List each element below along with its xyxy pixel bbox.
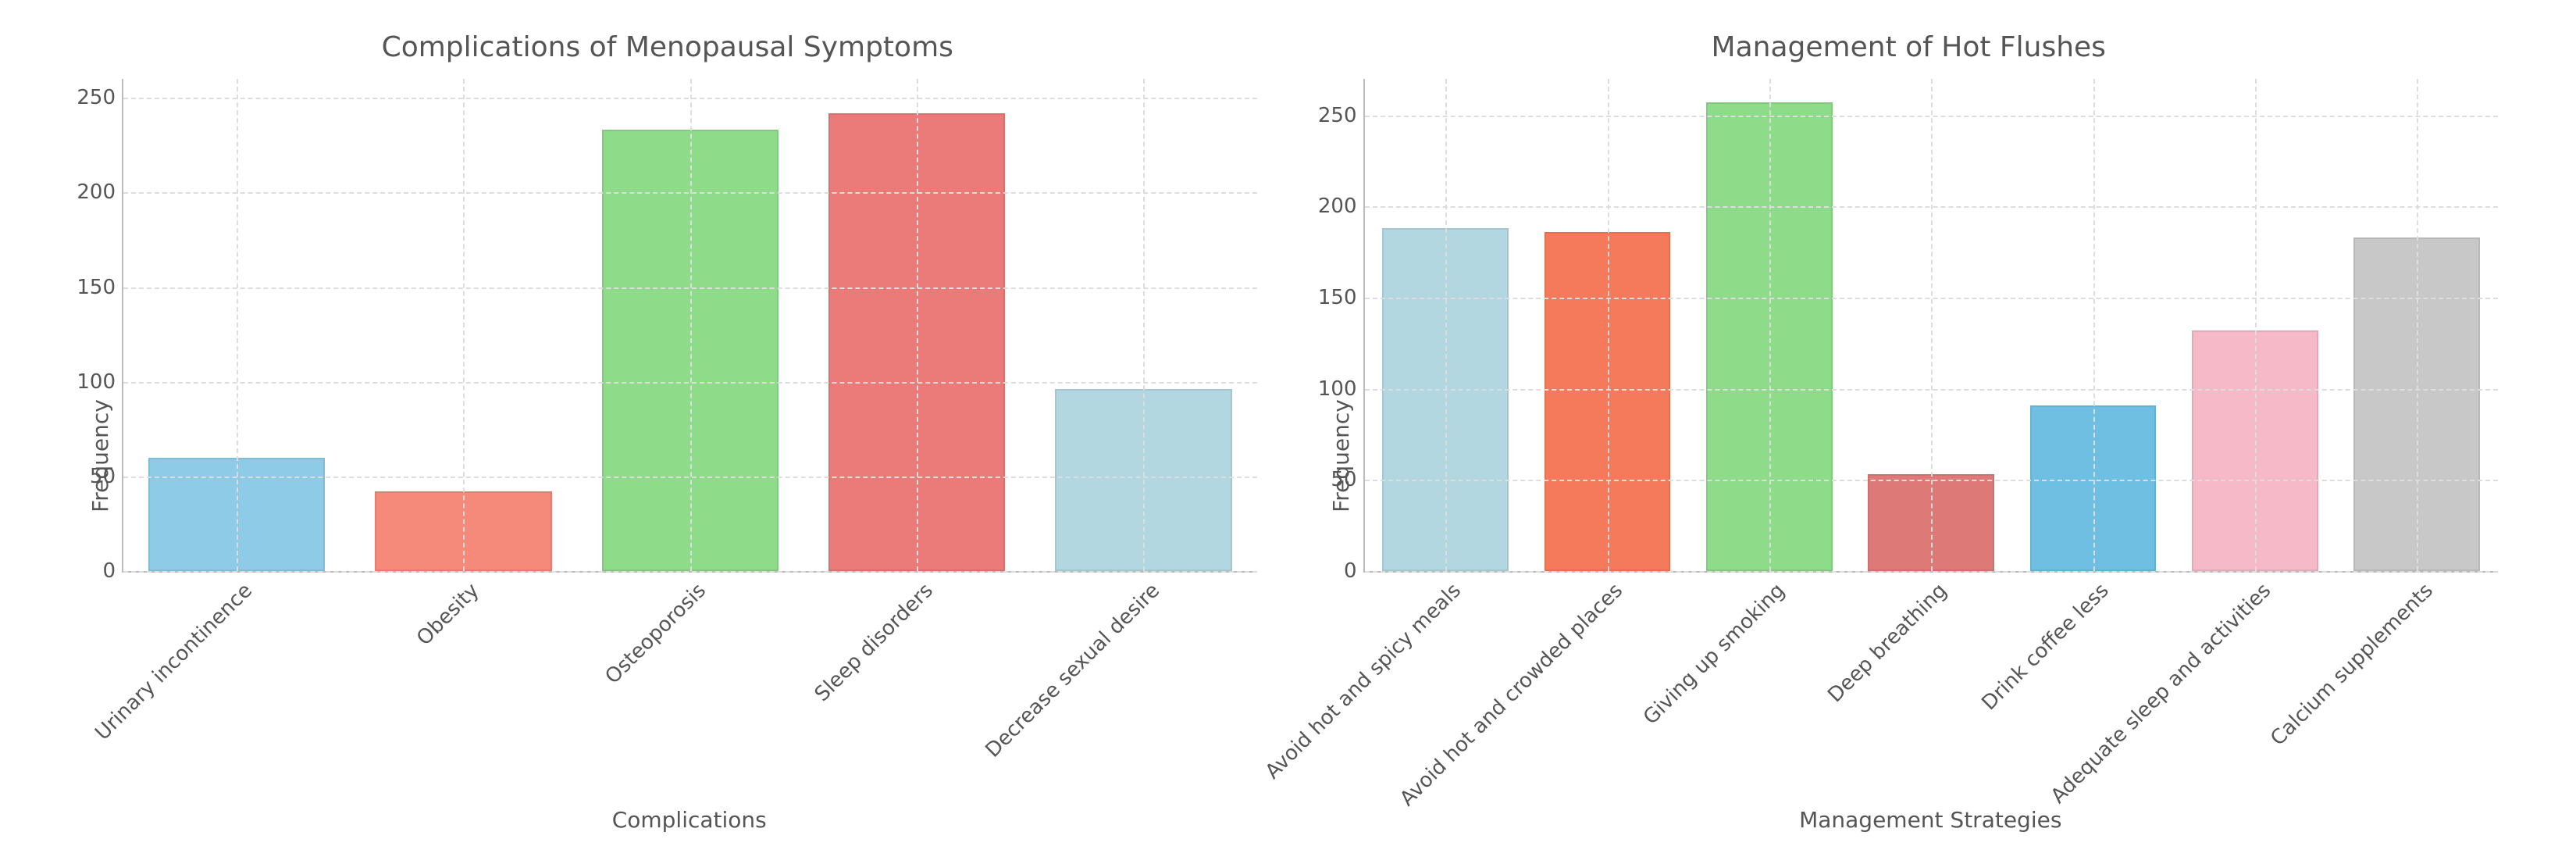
xtick-label: Sleep disorders — [811, 579, 938, 706]
left-xlabel: Complications — [122, 807, 1257, 833]
gridline-vertical — [1769, 79, 1771, 571]
xtick-label: Obesity — [412, 579, 483, 650]
ytick-label: 0 — [1344, 559, 1365, 583]
xtick-slot: Decrease sexual desire — [1030, 573, 1257, 807]
ytick-label: 100 — [77, 370, 123, 394]
xtick-slot: Sleep disorders — [803, 573, 1030, 807]
xtick-slot: Osteoporosis — [575, 573, 803, 807]
gridline-vertical — [690, 79, 692, 571]
ytick-label: 250 — [77, 86, 123, 109]
right-xtick-row: Avoid hot and spicy mealsAvoid hot and c… — [1363, 573, 2499, 807]
right-subplot: Management of Hot Flushes Frequency 0501… — [1288, 31, 2530, 833]
ytick-label: 100 — [1318, 377, 1365, 401]
gridline-vertical — [463, 79, 465, 571]
right-xlabel: Management Strategies — [1363, 807, 2499, 833]
ytick-label: 200 — [77, 180, 123, 204]
ytick-label: 200 — [1318, 195, 1365, 218]
left-xtick-area: Urinary incontinence Obesity Osteoporosis S… — [122, 573, 1257, 807]
xtick-slot: Urinary incontinence — [122, 573, 349, 807]
figure: Complications of Menopausal Symptoms Fre… — [0, 0, 2576, 864]
left-ylabel: Frequency — [87, 399, 113, 512]
left-xtick-row: Urinary incontinence Obesity Osteoporosis S… — [122, 573, 1257, 807]
right-ylabel: Frequency — [1328, 399, 1354, 512]
xtick-slot: Calcium supplements — [2336, 573, 2498, 807]
gridline-vertical — [2255, 79, 2257, 571]
ytick-label: 250 — [1318, 104, 1365, 127]
gridline-vertical — [237, 79, 238, 571]
gridline-vertical — [2417, 79, 2418, 571]
gridline-vertical — [917, 79, 918, 571]
left-subplot: Complications of Menopausal Symptoms Fre… — [47, 31, 1288, 833]
ytick-label: 150 — [77, 276, 123, 299]
left-plot-area: 050100150200250 — [122, 79, 1257, 573]
gridline-vertical — [1931, 79, 1933, 571]
left-axes: Frequency 050100150200250 Urinary incont… — [78, 79, 1257, 833]
ytick-label: 50 — [90, 465, 123, 488]
xtick-slot: Obesity — [349, 573, 576, 807]
right-axes: Frequency 050100150200250 Avoid hot and … — [1320, 79, 2499, 833]
right-chart-title: Management of Hot Flushes — [1320, 31, 2499, 63]
xtick-label: Osteoporosis — [600, 579, 711, 689]
right-plot-area: 050100150200250 — [1363, 79, 2499, 573]
ytick-label: 50 — [1331, 468, 1364, 491]
left-plot-col: 050100150200250 Urinary incontinence Obes… — [122, 79, 1257, 833]
gridline-vertical — [1608, 79, 1609, 571]
xtick-label: Avoid hot and spicy meals — [1260, 579, 1465, 784]
gridline-vertical — [1143, 79, 1145, 571]
gridline-vertical — [2093, 79, 2095, 571]
left-chart-title: Complications of Menopausal Symptoms — [78, 31, 1257, 63]
right-plot-col: 050100150200250 Avoid hot and spicy meal… — [1363, 79, 2499, 833]
ytick-label: 150 — [1318, 286, 1365, 309]
gridline-vertical — [1445, 79, 1447, 571]
right-xtick-area: Avoid hot and spicy mealsAvoid hot and c… — [1363, 573, 2499, 807]
ytick-label: 0 — [102, 559, 123, 583]
